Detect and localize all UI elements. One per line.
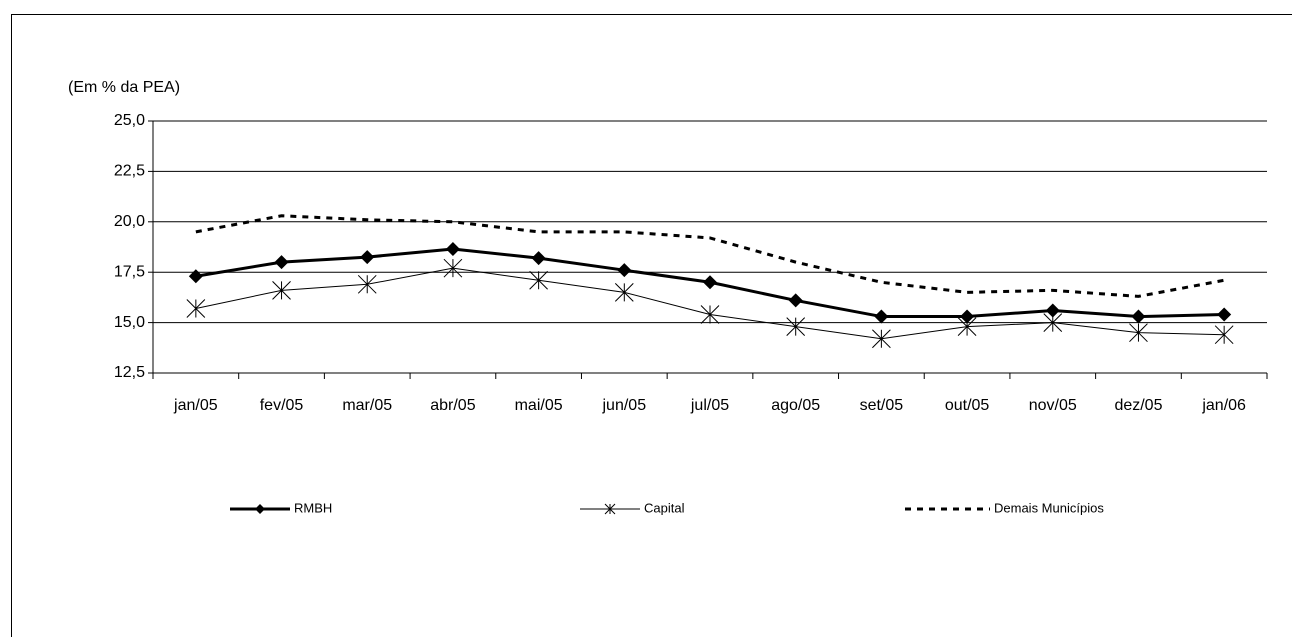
diamond-marker	[617, 263, 632, 278]
y-tick-label: 17,5	[114, 263, 145, 280]
x-tick-label: jan/06	[1201, 397, 1246, 414]
x-tick-label: fev/05	[260, 397, 304, 414]
asterisk-marker	[872, 329, 891, 349]
diamond-marker	[274, 255, 289, 270]
x-tick-label: abr/05	[430, 397, 475, 414]
asterisk-marker	[186, 299, 206, 318]
y-tick-label: 15,0	[114, 314, 145, 331]
x-tick-label: mar/05	[342, 397, 392, 414]
asterisk-marker	[529, 270, 548, 290]
legend-label: RMBH	[294, 500, 332, 515]
x-tick-label: jul/05	[690, 397, 729, 414]
y-tick-label: 12,5	[114, 364, 145, 381]
diamond-marker	[703, 275, 717, 290]
x-tick-label: jun/05	[602, 397, 647, 414]
diamond-marker	[960, 309, 975, 324]
asterisk-marker	[614, 283, 634, 302]
asterisk-marker	[357, 274, 377, 294]
asterisk-marker	[786, 317, 806, 336]
y-tick-label: 20,0	[114, 213, 145, 230]
legend-marker	[255, 504, 265, 514]
diamond-marker	[531, 251, 546, 266]
legend-marker	[604, 503, 616, 515]
asterisk-marker	[957, 317, 977, 336]
diamond-marker	[1131, 309, 1146, 324]
y-tick-label: 25,0	[114, 112, 145, 129]
legend-label: Capital	[644, 500, 685, 515]
asterisk-marker	[1129, 323, 1148, 343]
asterisk-marker	[700, 305, 720, 324]
diamond-marker	[445, 242, 460, 257]
x-tick-label: out/05	[945, 397, 990, 414]
diamond-marker	[788, 293, 803, 308]
x-tick-label: nov/05	[1029, 397, 1077, 414]
diamond-marker	[1045, 303, 1060, 318]
x-tick-label: dez/05	[1114, 397, 1162, 414]
y-tick-label: 22,5	[114, 163, 145, 180]
legend-label: Demais Municípios	[994, 500, 1104, 515]
x-tick-label: set/05	[860, 397, 904, 414]
asterisk-marker	[1043, 313, 1063, 332]
diamond-marker	[874, 309, 889, 324]
diamond-marker	[1217, 307, 1232, 322]
asterisk-marker	[272, 280, 291, 300]
diamond-marker	[360, 250, 375, 265]
x-tick-label: mai/05	[515, 397, 563, 414]
x-tick-label: jan/05	[173, 397, 218, 414]
x-tick-label: ago/05	[771, 397, 820, 414]
series-line	[195, 214, 1225, 298]
y-axis-label: (Em % da PEA)	[68, 79, 180, 96]
diamond-marker	[188, 269, 203, 284]
asterisk-marker	[1214, 325, 1234, 345]
asterisk-marker	[443, 258, 463, 278]
chart-frame	[11, 14, 1292, 637]
